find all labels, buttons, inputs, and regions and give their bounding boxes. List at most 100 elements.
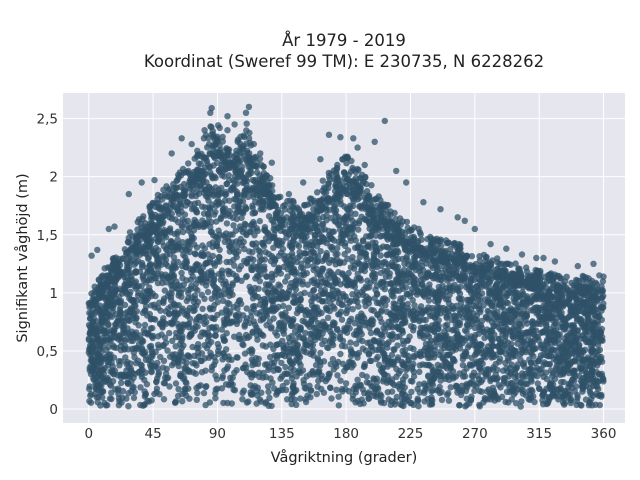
data-point [124, 265, 131, 272]
data-point [208, 363, 216, 370]
data-point [184, 199, 191, 206]
data-point [482, 366, 490, 373]
data-point [125, 317, 132, 324]
data-point [309, 341, 317, 349]
data-point [422, 344, 429, 352]
data-point [179, 228, 187, 236]
data-point [343, 329, 351, 336]
data-point [349, 392, 357, 399]
data-point [488, 302, 495, 309]
data-point [155, 333, 162, 340]
data-point [255, 285, 262, 292]
data-point [338, 301, 345, 308]
data-point [261, 263, 268, 270]
data-point [338, 316, 346, 323]
data-point [334, 277, 341, 284]
data-point [87, 390, 95, 398]
data-point [279, 351, 286, 358]
data-point [341, 367, 348, 375]
data-point [378, 392, 385, 400]
data-point [323, 239, 330, 247]
data-point [429, 397, 436, 404]
data-point [245, 398, 252, 405]
data-point [354, 354, 361, 361]
data-point [323, 305, 331, 312]
data-point [172, 216, 179, 223]
data-point [512, 400, 520, 407]
data-point [571, 358, 578, 365]
data-point [496, 284, 503, 292]
data-point [426, 361, 433, 369]
data-point [208, 295, 215, 302]
data-point [539, 397, 546, 404]
data-point [190, 227, 198, 234]
data-point [408, 388, 415, 396]
data-point [229, 214, 237, 221]
data-point [98, 312, 105, 319]
data-point [166, 383, 173, 390]
data-point [353, 340, 360, 347]
data-point [532, 320, 539, 327]
data-point [267, 257, 275, 265]
data-point [166, 226, 173, 234]
data-point [459, 362, 467, 369]
data-point [159, 364, 167, 371]
data-point [252, 292, 259, 300]
data-point [376, 314, 384, 322]
data-point [268, 273, 276, 280]
data-point [157, 353, 164, 361]
data-point [218, 200, 226, 207]
data-point [166, 329, 173, 337]
data-point [231, 203, 238, 210]
data-point [228, 400, 235, 407]
data-point [161, 226, 168, 234]
data-point [567, 341, 574, 348]
data-point [255, 273, 262, 280]
data-point [477, 308, 484, 316]
data-point [367, 258, 375, 265]
data-point [399, 376, 407, 383]
data-point [395, 255, 402, 263]
data-point [200, 389, 208, 397]
data-point [135, 322, 142, 329]
data-point [165, 311, 173, 318]
data-point [493, 296, 500, 303]
data-point [300, 271, 308, 279]
data-point [478, 341, 485, 349]
data-point [302, 312, 309, 319]
data-point [599, 376, 607, 383]
data-point [336, 296, 344, 303]
data-point [470, 310, 477, 317]
data-point [456, 370, 463, 377]
data-point [160, 396, 168, 403]
data-point [343, 324, 351, 332]
data-point [136, 251, 144, 258]
data-point [423, 323, 430, 330]
data-point [153, 378, 160, 385]
data-point [207, 223, 214, 231]
data-point [422, 273, 430, 280]
data-point [427, 312, 434, 320]
data-point [138, 366, 145, 374]
data-point [400, 362, 407, 369]
data-point [414, 395, 421, 402]
data-point [466, 400, 473, 407]
data-point [191, 295, 199, 303]
data-point [188, 233, 196, 240]
data-point [395, 370, 402, 377]
data-point [496, 335, 503, 343]
data-point [223, 346, 230, 353]
data-point [119, 394, 126, 401]
data-point [381, 352, 388, 359]
data-point [186, 368, 193, 375]
data-point [297, 395, 304, 402]
data-point [310, 286, 318, 294]
data-point [223, 365, 231, 372]
data-point [297, 369, 304, 376]
data-point [443, 271, 450, 279]
data-point [223, 220, 231, 227]
data-point [94, 399, 101, 406]
data-point [178, 344, 185, 352]
data-point [151, 390, 158, 398]
data-point [249, 361, 256, 369]
